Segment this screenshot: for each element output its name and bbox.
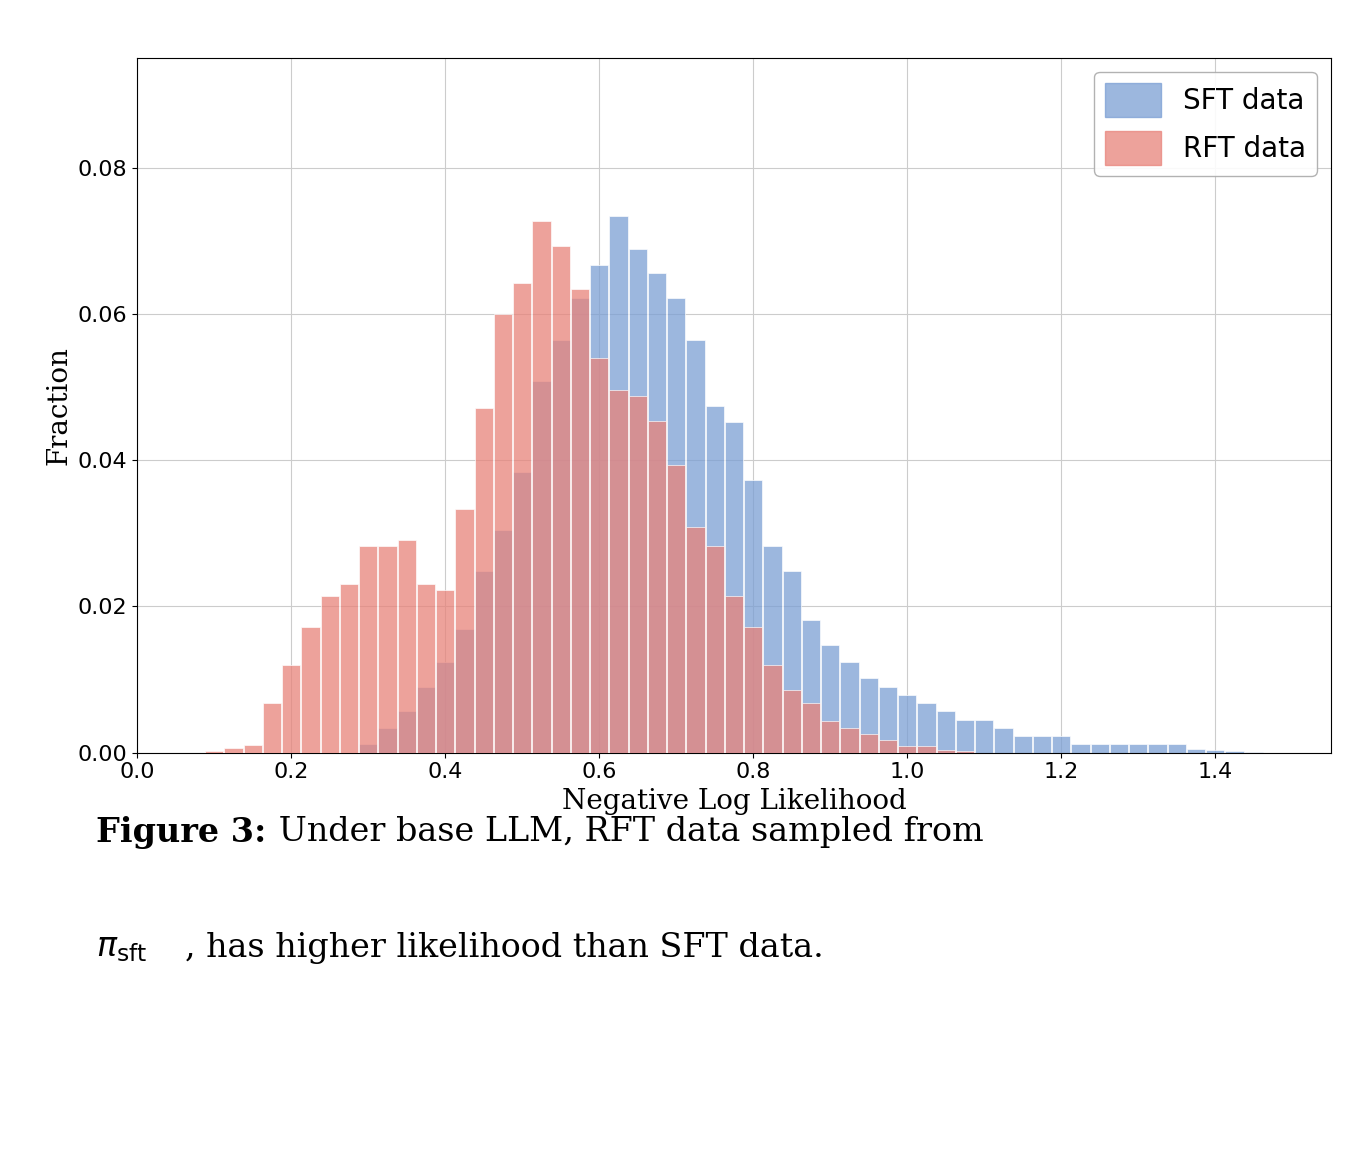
Text: Under base LLM, RFT data sampled from: Under base LLM, RFT data sampled from bbox=[268, 816, 984, 849]
Bar bbox=[860, 734, 878, 753]
Bar bbox=[841, 662, 859, 753]
Bar bbox=[263, 703, 281, 753]
Bar bbox=[1033, 736, 1051, 753]
Bar bbox=[1168, 745, 1185, 753]
Bar bbox=[1225, 752, 1244, 753]
Bar bbox=[724, 596, 744, 753]
Bar bbox=[379, 547, 397, 753]
Bar bbox=[1148, 745, 1166, 753]
Bar bbox=[1206, 750, 1224, 753]
Bar bbox=[609, 215, 627, 753]
Bar bbox=[552, 245, 569, 753]
Bar bbox=[1014, 736, 1032, 753]
Bar bbox=[532, 220, 550, 753]
Bar bbox=[648, 273, 667, 753]
Bar bbox=[820, 645, 840, 753]
Bar bbox=[590, 358, 608, 753]
Bar bbox=[398, 540, 416, 753]
Bar bbox=[860, 679, 878, 753]
Bar bbox=[667, 464, 686, 753]
Text: $\pi_{\mathrm{sft}}$: $\pi_{\mathrm{sft}}$ bbox=[96, 932, 147, 965]
Bar bbox=[571, 299, 589, 753]
Bar bbox=[609, 389, 627, 753]
Legend: SFT data, RFT data: SFT data, RFT data bbox=[1093, 72, 1317, 176]
Text: , has higher likelihood than SFT data.: , has higher likelihood than SFT data. bbox=[185, 932, 825, 965]
Bar bbox=[1072, 745, 1089, 753]
Bar bbox=[379, 728, 397, 753]
Bar bbox=[782, 690, 801, 753]
X-axis label: Negative Log Likelihood: Negative Log Likelihood bbox=[561, 787, 907, 815]
Bar bbox=[436, 662, 454, 753]
Bar bbox=[918, 703, 936, 753]
Y-axis label: Fraction: Fraction bbox=[45, 346, 73, 464]
Bar bbox=[1091, 745, 1109, 753]
Bar bbox=[686, 339, 705, 753]
Bar bbox=[744, 481, 763, 753]
Bar bbox=[899, 695, 916, 753]
Bar bbox=[995, 728, 1013, 753]
Bar bbox=[571, 290, 589, 753]
Bar bbox=[956, 750, 974, 753]
Bar bbox=[667, 299, 686, 753]
Bar bbox=[899, 747, 916, 753]
Bar bbox=[918, 747, 936, 753]
Bar bbox=[359, 547, 377, 753]
Bar bbox=[321, 596, 339, 753]
Bar bbox=[1187, 748, 1205, 753]
Bar bbox=[552, 339, 569, 753]
Bar bbox=[801, 621, 820, 753]
Bar bbox=[494, 529, 512, 753]
Bar bbox=[456, 629, 473, 753]
Bar bbox=[1052, 736, 1070, 753]
Bar bbox=[475, 571, 493, 753]
Bar bbox=[244, 745, 262, 753]
Bar bbox=[937, 749, 955, 753]
Bar bbox=[879, 740, 897, 753]
Bar bbox=[398, 711, 416, 753]
Bar bbox=[705, 547, 724, 753]
Bar bbox=[283, 665, 300, 753]
Bar bbox=[744, 628, 763, 753]
Bar bbox=[686, 527, 705, 753]
Bar bbox=[1129, 745, 1147, 753]
Bar bbox=[224, 748, 243, 753]
Bar bbox=[436, 589, 454, 753]
Bar bbox=[628, 396, 648, 753]
Bar bbox=[879, 687, 897, 753]
Bar bbox=[820, 721, 840, 753]
Bar bbox=[417, 687, 435, 753]
Text: Figure 3:: Figure 3: bbox=[96, 816, 266, 849]
Bar bbox=[302, 628, 320, 753]
Bar bbox=[705, 405, 724, 753]
Bar bbox=[513, 471, 531, 753]
Bar bbox=[456, 508, 473, 753]
Bar bbox=[628, 249, 648, 753]
Bar bbox=[475, 409, 493, 753]
Bar bbox=[937, 711, 955, 753]
Bar bbox=[417, 584, 435, 753]
Bar bbox=[340, 584, 358, 753]
Bar bbox=[782, 571, 801, 753]
Bar bbox=[801, 703, 820, 753]
Bar bbox=[648, 420, 667, 753]
Bar bbox=[841, 727, 859, 753]
Bar bbox=[532, 381, 550, 753]
Bar bbox=[590, 265, 608, 753]
Bar bbox=[956, 719, 974, 753]
Bar bbox=[204, 750, 224, 753]
Bar bbox=[724, 423, 744, 753]
Bar bbox=[1110, 745, 1128, 753]
Bar bbox=[494, 315, 512, 753]
Bar bbox=[359, 745, 377, 753]
Bar bbox=[513, 284, 531, 753]
Bar bbox=[763, 665, 782, 753]
Bar bbox=[975, 719, 993, 753]
Bar bbox=[763, 547, 782, 753]
